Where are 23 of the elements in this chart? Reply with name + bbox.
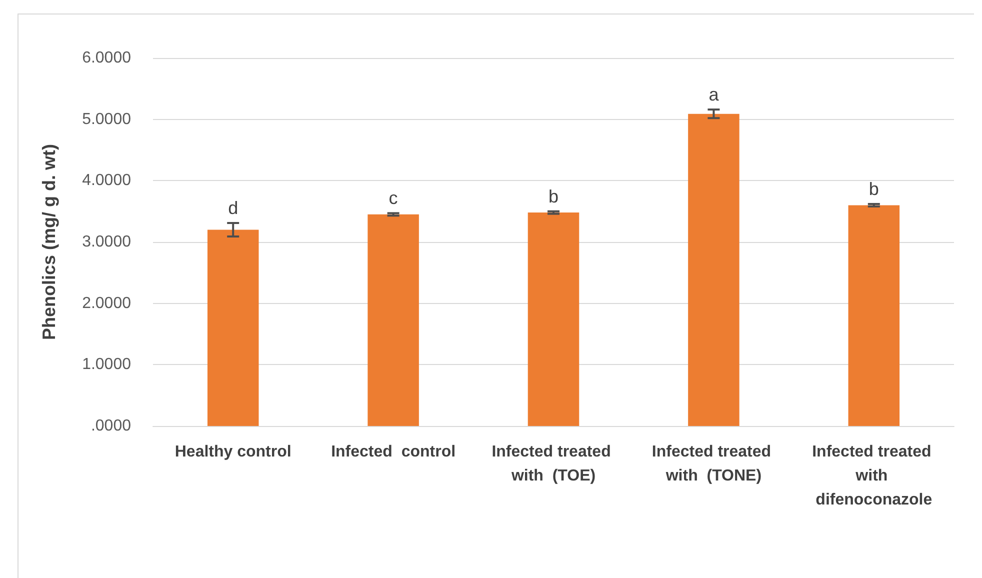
y-tick-label: 6.0000 [82,50,132,66]
x-tick-label: Infected treated with difenoconazole [812,444,936,508]
annotation: d [228,198,238,218]
bar [207,230,259,426]
annotation: b [868,178,879,199]
annotation: a [708,84,720,105]
x-tick-label: Infected treated with (TONE) [652,444,776,484]
y-tick-label: 2.0000 [82,294,132,312]
y-tick-label: 3.0000 [82,234,132,250]
y-axis-title: Phenolics (mg/ g d. wt) [39,144,59,340]
bar [848,205,900,426]
annotation: b [548,186,559,206]
x-tick-label: Infected control [331,444,456,460]
bar [368,214,419,426]
y-tick-label: 4.0000 [82,172,132,190]
annotation: c [388,188,398,208]
y-tick-label: 5.0000 [82,110,132,128]
y-tick-label: 1.0000 [82,356,132,374]
bar [528,212,580,426]
x-tick-label: Healthy control [174,444,292,460]
bar [688,114,740,426]
y-tick-label: .0000 [90,418,132,434]
x-tick-label: Infected treated with (TOE) [492,444,616,484]
